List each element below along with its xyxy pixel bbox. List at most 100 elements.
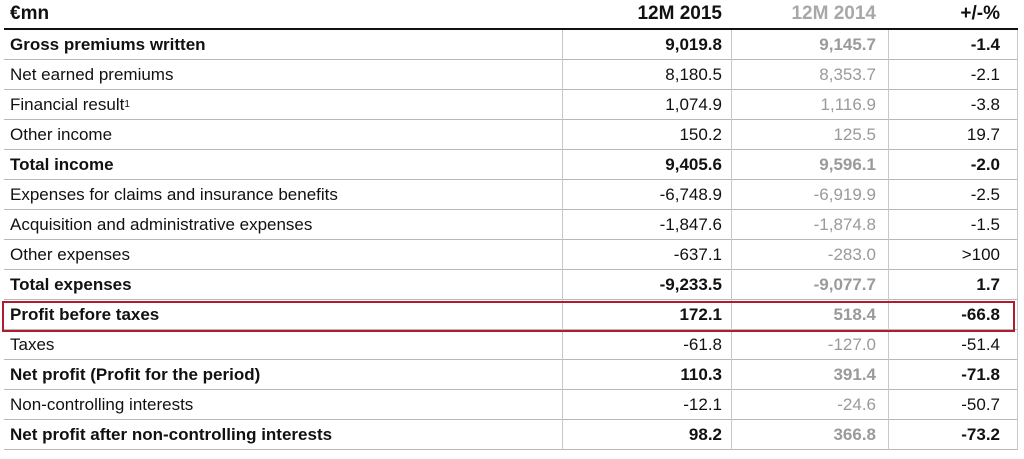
row-label: Acquisition and administrative expenses — [10, 210, 550, 239]
value-2014: 1,116.9 — [732, 90, 882, 119]
value-2014-text: 366.8 — [833, 424, 876, 444]
row-label-text: Taxes — [10, 334, 55, 354]
row-label-text: Financial result — [10, 94, 125, 114]
value-2014: -283.0 — [732, 240, 882, 269]
value-change-text: -50.7 — [961, 394, 1000, 414]
value-2015-text: 9,405.6 — [665, 154, 722, 174]
table-row: Total expenses -9,233.5 -9,077.7 1.7 — [4, 270, 1018, 300]
row-label-text: Gross premiums written — [10, 34, 206, 54]
value-change-text: -73.2 — [961, 424, 1000, 444]
row-label: Profit before taxes — [10, 300, 550, 329]
value-2015-text: 172.1 — [679, 304, 722, 324]
value-2014-text: 1,116.9 — [820, 94, 876, 114]
financial-table: €mn 12M 2015 12M 2014 +/-% Gross premium… — [4, 0, 1018, 450]
value-2015: -637.1 — [566, 240, 726, 269]
value-change: -66.8 — [889, 300, 1008, 329]
row-label-text: Net profit after non-controlling interes… — [10, 424, 333, 444]
value-2014-text: -127.0 — [827, 334, 876, 354]
value-2015-text: -61.8 — [683, 334, 722, 354]
row-label-text: Expenses for claims and insurance benefi… — [10, 184, 338, 204]
column-divider — [888, 30, 889, 450]
row-label-text: Other expenses — [10, 244, 131, 264]
value-change: -1.5 — [889, 210, 1008, 239]
value-2014: -24.6 — [732, 390, 882, 419]
value-change-text: -2.0 — [970, 154, 1000, 174]
row-label: Financial result 1 — [10, 94, 130, 114]
value-2015-text: -9,233.5 — [659, 274, 722, 294]
value-2014-text: 8,353.7 — [819, 64, 876, 84]
table-row: Other income 150.2 125.5 19.7 — [4, 120, 1018, 150]
row-label-text: Other income — [10, 124, 113, 144]
value-2014-text: -9,077.7 — [813, 274, 876, 294]
value-change-text: -71.8 — [961, 364, 1000, 384]
value-change-text: -1.4 — [970, 34, 1000, 54]
value-2015-text: -1,847.6 — [659, 214, 722, 234]
value-2014: -6,919.9 — [732, 180, 882, 209]
table-row: Financial result 1 1,074.9 1,116.9 -3.8 — [4, 90, 1018, 120]
value-2015-text: 9,019.8 — [665, 34, 722, 54]
value-2014-text: -283.0 — [827, 244, 876, 264]
value-2014-text: 9,145.7 — [819, 34, 876, 54]
value-2015: -61.8 — [566, 330, 726, 359]
row-label: Net profit (Profit for the period) — [10, 360, 550, 389]
value-change-text: -66.8 — [961, 304, 1000, 324]
value-change: -51.4 — [889, 330, 1008, 359]
value-2015-text: 110.3 — [680, 364, 722, 384]
value-2014-text: 518.4 — [833, 304, 876, 324]
row-label-text: Total expenses — [10, 274, 132, 294]
table-row: Other expenses -637.1 -283.0 >100 — [4, 240, 1018, 270]
value-change: -2.0 — [889, 150, 1008, 179]
value-2014: 9,145.7 — [732, 30, 882, 59]
table-row: Taxes -61.8 -127.0 -51.4 — [4, 330, 1018, 360]
table-row: Net profit after non-controlling interes… — [4, 420, 1018, 450]
row-label: Total expenses — [10, 270, 550, 299]
value-2014: 391.4 — [732, 360, 882, 389]
row-label: Other expenses — [10, 240, 550, 269]
col-2015-header: 12M 2015 — [637, 3, 722, 24]
value-change: >100 — [889, 240, 1008, 269]
value-change-text: 19.7 — [966, 124, 1000, 144]
table-row: Gross premiums written 9,019.8 9,145.7 -1.4 — [4, 30, 1018, 60]
value-change: -1.4 — [889, 30, 1008, 59]
value-change-text: >100 — [961, 244, 1000, 264]
row-label: Taxes — [10, 330, 550, 359]
table-row: Net profit (Profit for the period) 110.3 3… — [4, 360, 1018, 390]
col-change-header: +/-% — [960, 3, 1000, 24]
value-change: -50.7 — [889, 390, 1008, 419]
value-2014-text: -24.6 — [837, 394, 876, 414]
value-2015-text: 8,180.5 — [665, 64, 722, 84]
value-2015-text: 98.2 — [688, 424, 722, 444]
row-label-text: Net earned premiums — [10, 64, 174, 84]
row-label-text: Net profit (Profit for the period) — [10, 364, 261, 384]
value-2015: 8,180.5 — [566, 60, 726, 89]
row-label: Total income — [10, 150, 550, 179]
row-label-text: Total income — [10, 154, 114, 174]
value-2014: -9,077.7 — [732, 270, 882, 299]
value-2014: -1,874.8 — [732, 210, 882, 239]
table-row: Total income 9,405.6 9,596.1 -2.0 — [4, 150, 1018, 180]
table-row: Acquisition and administrative expenses -… — [4, 210, 1018, 240]
value-2014: -127.0 — [732, 330, 882, 359]
value-2014-text: 9,596.1 — [819, 154, 876, 174]
unit-header: €mn — [10, 3, 50, 24]
table-row: Net earned premiums 8,180.5 8,353.7 -2.1 — [4, 60, 1018, 90]
value-change-text: -2.1 — [970, 64, 1000, 84]
value-2014-text: -1,874.8 — [813, 214, 876, 234]
value-2015-text: 1,074.9 — [665, 94, 722, 114]
value-2015: 110.3 — [566, 360, 726, 389]
value-change: -71.8 — [889, 360, 1008, 389]
row-label-text: Non-controlling interests — [10, 394, 194, 414]
value-2015-text: -6,748.9 — [659, 184, 722, 204]
value-2014: 366.8 — [732, 420, 882, 449]
value-2015-text: -12.1 — [683, 394, 722, 414]
column-divider — [1017, 30, 1018, 450]
row-label: Gross premiums written — [10, 30, 550, 59]
row-label: Other income — [10, 120, 550, 149]
value-2015: -12.1 — [566, 390, 726, 419]
row-label-text: Profit before taxes — [10, 304, 160, 324]
value-2015-text: 150.2 — [679, 124, 722, 144]
value-2014-text: 125.5 — [833, 124, 876, 144]
value-2014-text: 391.4 — [833, 364, 876, 384]
row-label: Expenses for claims and insurance benefi… — [10, 180, 550, 209]
row-label-text: Acquisition and administrative expenses — [10, 214, 313, 234]
